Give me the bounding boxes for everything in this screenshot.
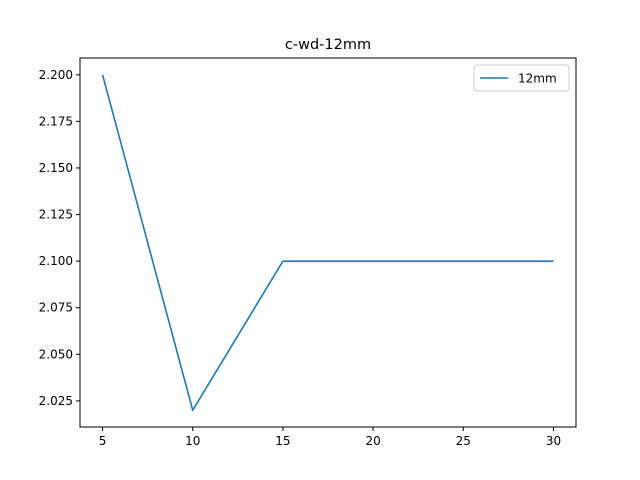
y-tick-label: 2.125: [39, 208, 73, 222]
y-tick-label: 2.075: [39, 301, 73, 315]
x-tick-label: 15: [275, 434, 290, 448]
plot-area: 5 10 15 20 25 30 2.025 2.050 2.075 2.100 2.125 2.15…: [39, 68, 561, 448]
x-tick-label: 5: [99, 434, 107, 448]
legend: 12mm: [473, 64, 570, 92]
x-tick-label: 10: [185, 434, 200, 448]
y-tick-label: 2.175: [39, 114, 73, 128]
y-tick-label: 2.050: [39, 347, 73, 361]
y-tick-label: 2.025: [39, 394, 73, 408]
x-tick-label: 30: [546, 434, 561, 448]
legend-box: [473, 64, 570, 92]
legend-label: 12mm: [518, 72, 557, 86]
axes-frame: [79, 57, 577, 428]
x-tick-label: 25: [456, 434, 471, 448]
chart-title: c-wd-12mm: [285, 37, 371, 53]
x-tick-label: 20: [365, 434, 380, 448]
y-tick-label: 2.100: [39, 254, 73, 268]
y-tick-label: 2.200: [39, 68, 73, 82]
series-line-12mm: [101, 74, 554, 412]
y-tick-label: 2.150: [39, 161, 73, 175]
